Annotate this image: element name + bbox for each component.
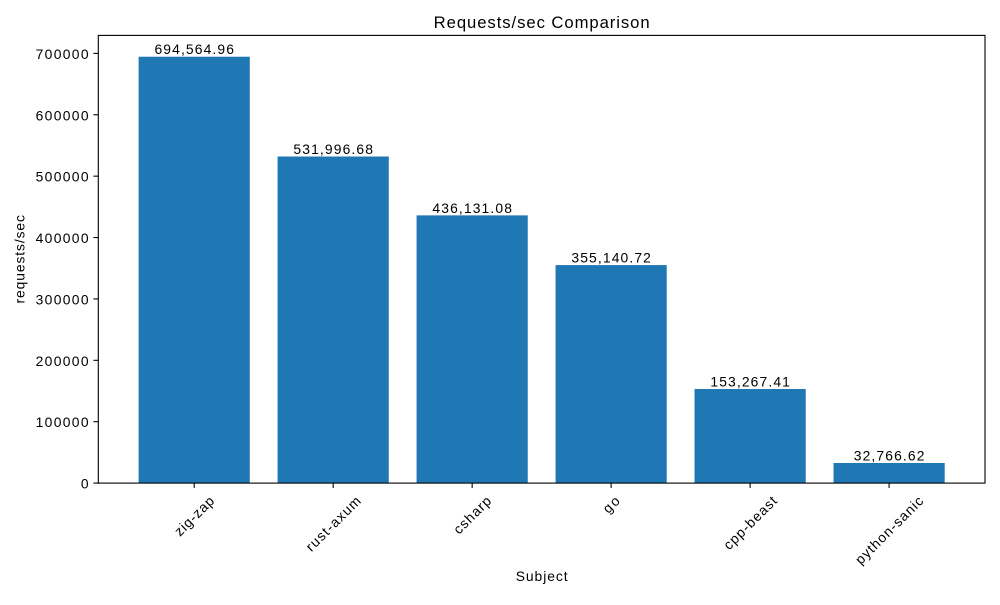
svg-text:Subject: Subject (516, 568, 568, 584)
svg-text:500000: 500000 (36, 169, 89, 185)
svg-text:200000: 200000 (36, 353, 89, 369)
svg-text:Requests/sec Comparison: Requests/sec Comparison (434, 13, 650, 32)
svg-text:400000: 400000 (36, 230, 89, 246)
svg-text:355,140.72: 355,140.72 (571, 249, 651, 265)
svg-text:32,766.62: 32,766.62 (854, 447, 925, 463)
svg-text:cpp-beast: cpp-beast (720, 493, 780, 553)
svg-text:700000: 700000 (36, 46, 89, 62)
svg-text:python-sanic: python-sanic (852, 493, 927, 568)
svg-text:100000: 100000 (36, 414, 89, 430)
svg-text:0: 0 (81, 476, 89, 492)
svg-text:436,131.08: 436,131.08 (432, 200, 512, 216)
svg-text:requests/sec: requests/sec (12, 215, 28, 304)
svg-text:153,267.41: 153,267.41 (710, 373, 790, 389)
svg-text:600000: 600000 (36, 107, 89, 123)
svg-text:531,996.68: 531,996.68 (293, 141, 373, 157)
svg-text:go: go (599, 493, 623, 517)
svg-text:300000: 300000 (36, 291, 89, 307)
svg-text:zig-zap: zig-zap (171, 493, 218, 540)
svg-text:694,564.96: 694,564.96 (154, 41, 234, 57)
svg-text:csharp: csharp (450, 493, 495, 538)
svg-text:rust-axum: rust-axum (302, 493, 364, 555)
